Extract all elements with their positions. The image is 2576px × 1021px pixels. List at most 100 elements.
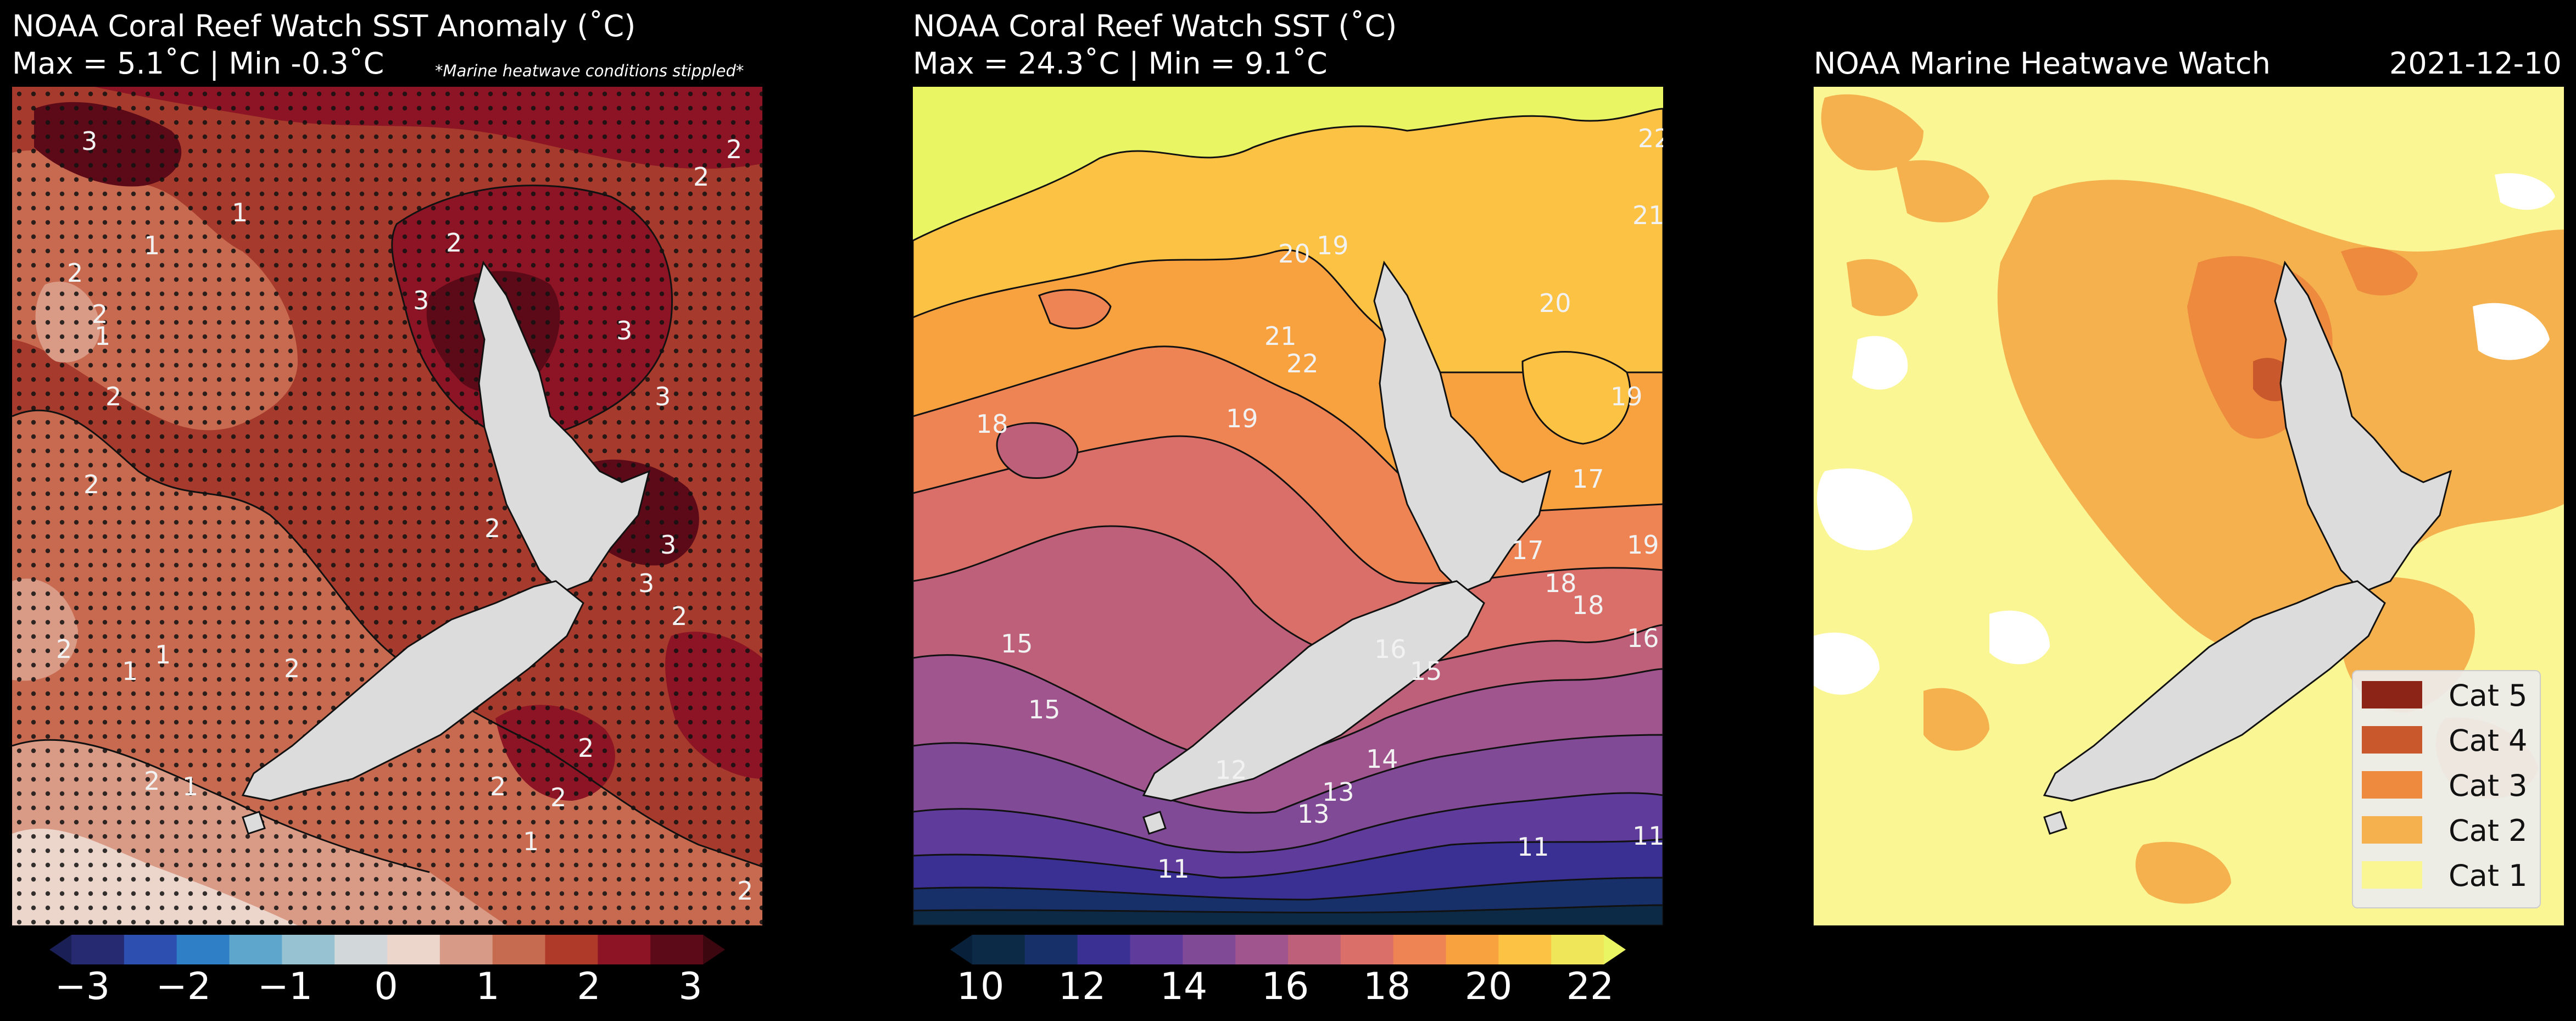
colorbar-segment	[1498, 935, 1552, 964]
legend-swatch-cat2	[2362, 816, 2422, 844]
svg-text:1: 1	[94, 321, 110, 351]
svg-text:2: 2	[490, 772, 506, 801]
new-zealand-land	[2043, 260, 2452, 835]
svg-text:3: 3	[660, 530, 676, 560]
colorbar-tick: 16	[1261, 965, 1309, 1008]
legend-label-cat4: Cat 4	[2449, 723, 2528, 758]
svg-text:19: 19	[1226, 404, 1258, 433]
svg-text:2: 2	[105, 382, 121, 411]
svg-text:1: 1	[155, 640, 171, 669]
new-zealand-land	[1142, 260, 1552, 835]
colorbar-tick: −2	[155, 965, 211, 1008]
svg-text:18: 18	[1545, 568, 1577, 598]
svg-text:13: 13	[1297, 799, 1330, 829]
colorbar-tick: 3	[678, 965, 702, 1008]
svg-text:14: 14	[1366, 744, 1398, 774]
sst-map: 18 19 20 19 21 22 22 21 20 19 18 18 17 1…	[913, 87, 1663, 925]
colorbar-tick: 20	[1464, 965, 1513, 1008]
colorbar-tick: 22	[1566, 965, 1614, 1008]
svg-text:16: 16	[1374, 634, 1407, 664]
svg-text:2: 2	[92, 299, 108, 329]
svg-text:22: 22	[1638, 124, 1663, 153]
sst-anomaly-map: 3 2 2 2 2 1 1 2 1 2 3 3 3 2 3 3 2 2 1 1 …	[12, 87, 762, 925]
svg-text:2: 2	[484, 514, 500, 543]
colorbar-segment	[492, 935, 545, 964]
svg-text:15: 15	[1001, 629, 1033, 659]
svg-text:2: 2	[67, 258, 83, 288]
colorbar-segment	[1130, 935, 1183, 964]
colorbar-tick: −1	[257, 965, 313, 1008]
svg-text:1: 1	[144, 231, 160, 260]
sst-colorbar	[950, 935, 1626, 964]
mhw-map-date: 2021-12-10	[2389, 46, 2562, 81]
legend-label-cat2: Cat 2	[2449, 813, 2528, 848]
colorbar-tick: 18	[1363, 965, 1411, 1008]
svg-text:2: 2	[671, 601, 687, 631]
colorbar-segment	[229, 935, 282, 964]
colorbar-segment	[71, 935, 125, 964]
colorbar-tick: 2	[577, 965, 601, 1008]
svg-text:1: 1	[182, 772, 198, 801]
stipple-note: *Marine heatwave conditions stippled*	[435, 62, 744, 80]
colorbar-extend-high	[1604, 935, 1626, 964]
svg-text:2: 2	[83, 470, 99, 499]
svg-text:2: 2	[56, 634, 72, 664]
colorbar-segment	[334, 935, 388, 964]
colorbar-extend-high	[703, 935, 725, 964]
colorbar-segment	[1340, 935, 1394, 964]
svg-text:13: 13	[1322, 777, 1354, 807]
legend-label-cat1: Cat 1	[2449, 858, 2528, 893]
colorbar-segment	[176, 935, 230, 964]
svg-text:15: 15	[1028, 695, 1061, 724]
svg-text:20: 20	[1278, 239, 1311, 269]
svg-text:19: 19	[1610, 382, 1643, 411]
colorbar-segment	[1183, 935, 1236, 964]
colorbar-segment	[387, 935, 441, 964]
svg-text:20: 20	[1539, 288, 1571, 318]
anomaly-map-title: NOAA Coral Reef Watch SST Anomaly (˚C)	[12, 9, 636, 43]
svg-text:2: 2	[446, 228, 462, 258]
sst-contour-labels: 18 19 20 19 21 22 22 21 20 19 18 18 17 1…	[976, 124, 1663, 884]
svg-text:1: 1	[523, 827, 539, 856]
sst-map-subtitle: Max = 24.3˚C | Min = 9.1˚C	[913, 46, 1328, 81]
svg-text:18: 18	[1572, 590, 1604, 620]
svg-text:2: 2	[726, 135, 742, 164]
colorbar-tick: −3	[54, 965, 110, 1008]
colorbar-tick: 10	[956, 965, 1005, 1008]
anomaly-contour-labels: 3 2 2 2 2 1 1 2 1 2 3 3 3 2 3 3 2 2 1 1 …	[56, 126, 753, 906]
legend-swatch-cat5	[2362, 681, 2422, 708]
anomaly-field	[12, 87, 762, 925]
svg-text:19: 19	[1317, 231, 1349, 260]
colorbar-segment	[439, 935, 493, 964]
sst-field	[913, 87, 1663, 925]
svg-text:11: 11	[1157, 854, 1190, 884]
svg-text:1: 1	[232, 198, 248, 227]
colorbar-segment	[1446, 935, 1499, 964]
svg-text:2: 2	[693, 162, 709, 192]
svg-text:15: 15	[1410, 656, 1442, 686]
svg-text:3: 3	[616, 316, 632, 345]
colorbar-segment	[598, 935, 651, 964]
svg-text:11: 11	[1632, 821, 1663, 851]
svg-text:21: 21	[1632, 200, 1663, 230]
legend-swatch-cat4	[2362, 726, 2422, 754]
colorbar-segment	[972, 935, 1025, 964]
svg-text:17: 17	[1512, 535, 1544, 565]
legend-swatch-cat1	[2362, 861, 2422, 889]
colorbar-tick: 12	[1058, 965, 1106, 1008]
svg-text:18: 18	[976, 409, 1008, 439]
colorbar-segment	[124, 935, 177, 964]
svg-text:16: 16	[1627, 623, 1659, 653]
svg-text:22: 22	[1286, 349, 1319, 378]
svg-text:1: 1	[122, 656, 138, 686]
svg-text:2: 2	[284, 654, 300, 683]
sst-map-title: NOAA Coral Reef Watch SST (˚C)	[913, 9, 1397, 43]
svg-text:11: 11	[1517, 832, 1549, 862]
svg-text:3: 3	[413, 286, 429, 315]
colorbar-segment	[545, 935, 598, 964]
svg-text:3: 3	[638, 568, 654, 598]
colorbar-segment	[282, 935, 335, 964]
svg-text:12: 12	[1215, 755, 1247, 785]
svg-text:17: 17	[1572, 464, 1604, 494]
svg-text:19: 19	[1627, 530, 1659, 560]
